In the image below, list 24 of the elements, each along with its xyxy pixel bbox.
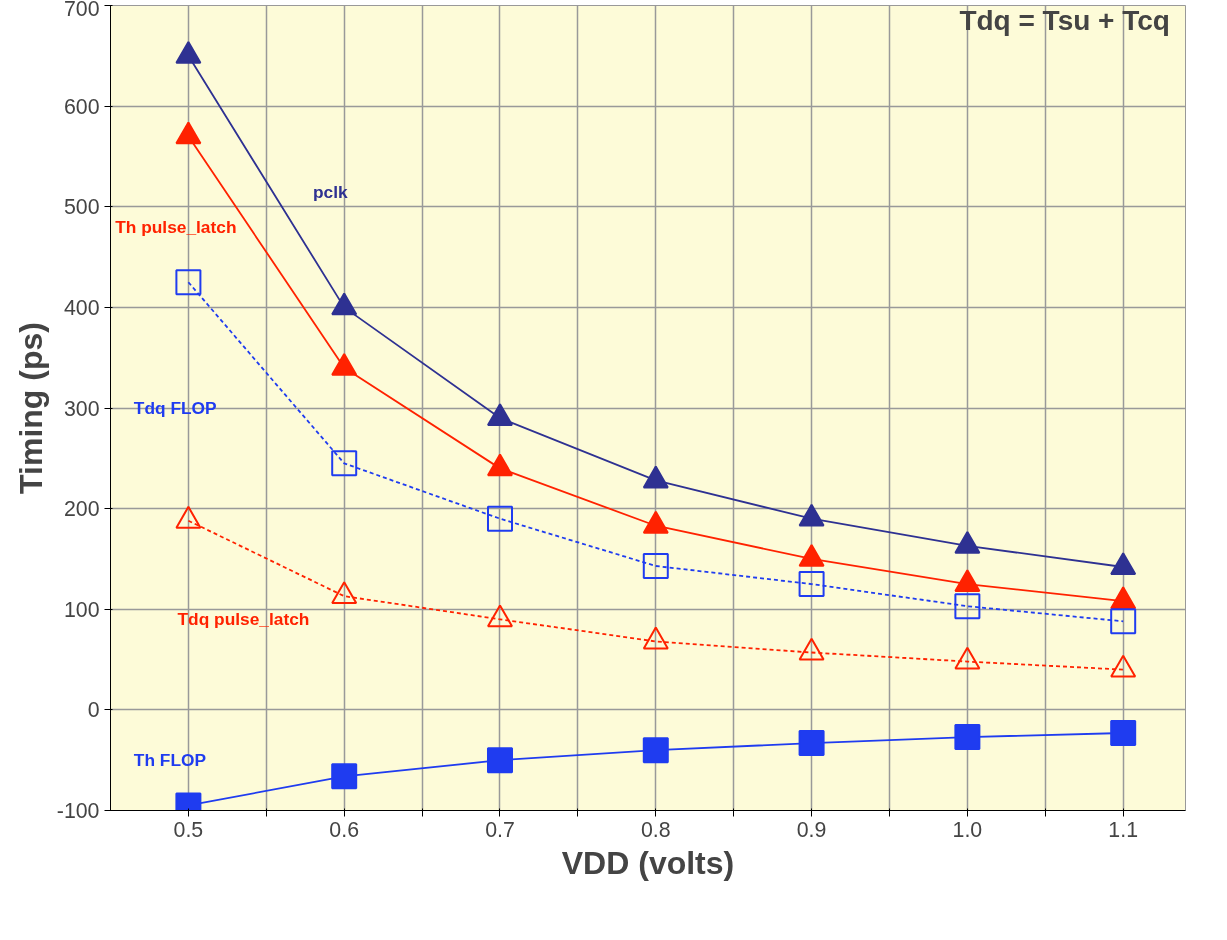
annotation: Tdq = Tsu + Tcq <box>959 4 1170 36</box>
x-axis-title: VDD (volts) <box>561 844 735 881</box>
y-axis-title: Timing (ps) <box>12 322 49 494</box>
y-tick-label: -100 <box>56 799 100 823</box>
x-tick-label: 0.7 <box>485 817 515 842</box>
series-label: Th pulse_latch <box>115 216 237 237</box>
y-tick-label: 200 <box>63 497 100 522</box>
x-tick-label: 1.0 <box>952 817 983 842</box>
x-tick-label: 1.1 <box>1108 817 1139 842</box>
text: Tdq FLOP <box>133 398 217 419</box>
x-tick-label: 0.6 <box>329 817 360 842</box>
y-tick-label: 300 <box>63 396 100 421</box>
y-tick-label: 600 <box>63 94 100 119</box>
x-tick-label: 0.8 <box>640 817 671 842</box>
series-label: Th FLOP <box>133 750 207 771</box>
series-label: Tdq pulse_latch <box>177 609 310 630</box>
y-tick-label: 100 <box>63 597 100 622</box>
x-tick-label: 0.9 <box>796 817 827 842</box>
y-tick-label: 500 <box>63 195 100 220</box>
x-tick-label: 0.5 <box>173 817 204 842</box>
series-label: pclk <box>313 181 349 202</box>
y-tick-label: 400 <box>63 295 100 320</box>
y-tick-label: 0 <box>87 698 100 723</box>
y-tick-label: 700 <box>63 0 100 21</box>
